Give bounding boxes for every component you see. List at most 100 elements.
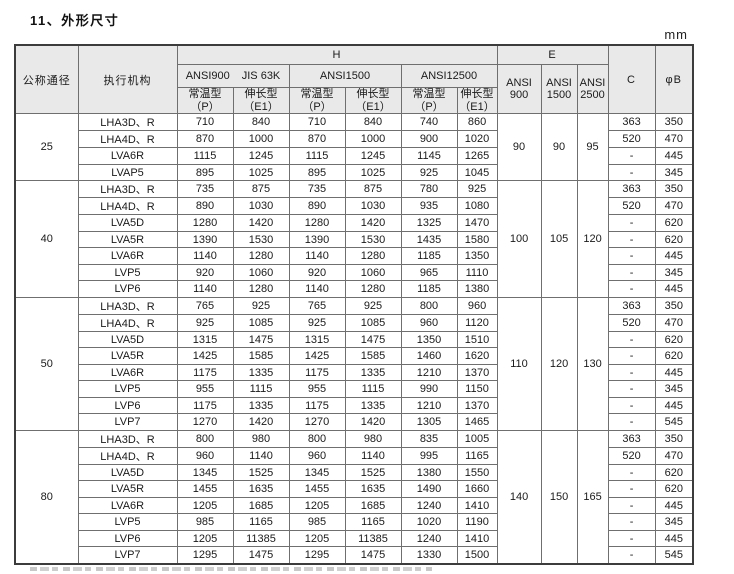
- cell-c-value: -: [607, 496, 656, 515]
- cell-actuator: LHA3D、R: [77, 180, 178, 199]
- cell-h-value: 895: [288, 163, 346, 182]
- cell-h-value: 1475: [344, 546, 402, 565]
- cell-h-value: 1280: [344, 280, 402, 298]
- cell-c-value: 520: [607, 197, 656, 216]
- cell-actuator: LVA5R: [77, 480, 178, 498]
- cell-h-value: 1685: [232, 496, 290, 515]
- cell-h-value: 1115: [176, 147, 234, 165]
- cell-c-value: -: [607, 280, 656, 298]
- cell-h-value: 1410: [456, 529, 498, 548]
- cell-b-value: 470: [654, 446, 694, 465]
- cell-c-value: -: [607, 513, 656, 531]
- cell-nominal-diameter: 50: [14, 296, 79, 431]
- cell-e-value: 120: [576, 180, 609, 298]
- header-type-extended-3: 伸长型 （E1）: [456, 86, 498, 115]
- table-row: LVP5 920 1060 920 1060 965 1110-345: [15, 263, 694, 282]
- header-ansi12500: ANSI12500: [400, 64, 498, 88]
- cell-h-value: 985: [288, 513, 346, 531]
- header-row-3: 常温型 （P） 伸长型 （E1） 常温型 （P） 伸长型 （E1） 常温型 （P） 伸长型…: [15, 86, 693, 115]
- cell-e-value: 90: [496, 113, 542, 182]
- cell-h-value: 995: [400, 446, 458, 465]
- cell-b-value: 445: [654, 363, 694, 382]
- cell-h-value: 895: [176, 163, 234, 182]
- cell-h-value: 1140: [288, 247, 346, 265]
- cell-actuator: LVP6: [77, 529, 178, 548]
- cell-b-value: 620: [654, 214, 694, 232]
- table-row: LVP6 1175 1335 1175 1335 1210 1370-445: [15, 396, 694, 415]
- header-c-column: C: [607, 44, 656, 115]
- cell-h-value: 990: [400, 380, 458, 398]
- cell-c-value: 520: [607, 313, 656, 332]
- cell-actuator: LVP7: [77, 546, 178, 565]
- cell-h-value: 1455: [288, 480, 346, 498]
- cell-h-value: 1000: [232, 130, 290, 149]
- cell-e-value: 110: [496, 296, 542, 431]
- cell-b-value: 345: [654, 380, 694, 398]
- header-jis63k-label: JIS 63K: [241, 70, 281, 82]
- cell-b-value: 350: [654, 180, 694, 199]
- cell-h-value: 1280: [232, 247, 290, 265]
- cell-h-value: 1280: [344, 247, 402, 265]
- cell-h-value: 1635: [344, 480, 402, 498]
- cell-h-value: 1150: [456, 380, 498, 398]
- cell-h-value: 1140: [176, 247, 234, 265]
- cell-actuator: LVP6: [77, 280, 178, 298]
- e-ansi1500-line2: 1500: [546, 89, 572, 102]
- cell-c-value: -: [607, 396, 656, 415]
- cell-actuator: LVP6: [77, 396, 178, 415]
- cell-actuator: LVP5: [77, 513, 178, 531]
- table-row: LVP5 955 1115 955 1115 990 1150-345: [15, 380, 694, 398]
- cell-h-value: 1460: [400, 347, 458, 365]
- cell-h-value: 1425: [288, 347, 346, 365]
- cell-b-value: 350: [654, 429, 694, 448]
- cell-h-value: 840: [344, 113, 402, 132]
- cell-b-value: 445: [654, 496, 694, 515]
- cell-h-value: 1115: [344, 380, 402, 398]
- cell-h-value: 1410: [456, 496, 498, 515]
- cell-e-value: 120: [540, 296, 578, 431]
- cell-h-value: 1080: [456, 197, 498, 216]
- cell-h-value: 980: [344, 429, 402, 448]
- cell-h-value: 1190: [456, 513, 498, 531]
- cell-c-value: -: [607, 546, 656, 565]
- cell-h-value: 955: [288, 380, 346, 398]
- cell-h-value: 1490: [400, 480, 458, 498]
- cell-h-value: 1205: [176, 496, 234, 515]
- table-row: LVP7 1270 1420 1270 1420 1305 1465-545: [15, 413, 694, 431]
- cell-h-value: 1245: [232, 147, 290, 165]
- cell-actuator: LVA5D: [77, 214, 178, 232]
- cell-h-value: 1185: [400, 247, 458, 265]
- cell-h-value: 765: [176, 296, 234, 315]
- cell-actuator: LVA5D: [77, 330, 178, 349]
- cell-h-value: 1335: [232, 396, 290, 415]
- type-normal-line2: （P）: [302, 100, 332, 113]
- cell-h-value: 1475: [344, 330, 402, 349]
- cell-h-value: 1685: [344, 496, 402, 515]
- type-extended-line2: （E1）: [355, 100, 391, 113]
- cell-h-value: 1140: [288, 280, 346, 298]
- cell-actuator: LVA5R: [77, 347, 178, 365]
- cell-h-value: 1265: [456, 147, 498, 165]
- cell-h-value: 1295: [176, 546, 234, 565]
- cell-h-value: 925: [232, 296, 290, 315]
- cell-h-value: 1525: [344, 463, 402, 482]
- cell-h-value: 860: [456, 113, 498, 132]
- cell-e-value: 90: [540, 113, 578, 182]
- cell-h-value: 710: [288, 113, 346, 132]
- header-type-normal-2: 常温型 （P）: [288, 86, 346, 115]
- e-ansi2500-line1: ANSI: [579, 77, 606, 90]
- cell-h-value: 735: [176, 180, 234, 199]
- cell-b-value: 620: [654, 463, 694, 482]
- cell-h-value: 1210: [400, 363, 458, 382]
- cell-h-value: 875: [344, 180, 402, 199]
- cell-h-value: 1370: [456, 396, 498, 415]
- cell-h-value: 1240: [400, 529, 458, 548]
- cell-c-value: -: [607, 163, 656, 182]
- table-row: LHA4D、R 890 1030 890 1030 935 1080 520 470: [15, 197, 694, 216]
- table-row: LVA5D 1345 1525 1345 1525 1380 1550-620: [15, 463, 694, 482]
- cell-e-value: 105: [540, 180, 578, 298]
- header-e-group: E: [496, 44, 609, 65]
- cell-actuator: LHA3D、R: [77, 429, 178, 448]
- cell-h-value: 1115: [232, 380, 290, 398]
- cell-h-value: 1140: [344, 446, 402, 465]
